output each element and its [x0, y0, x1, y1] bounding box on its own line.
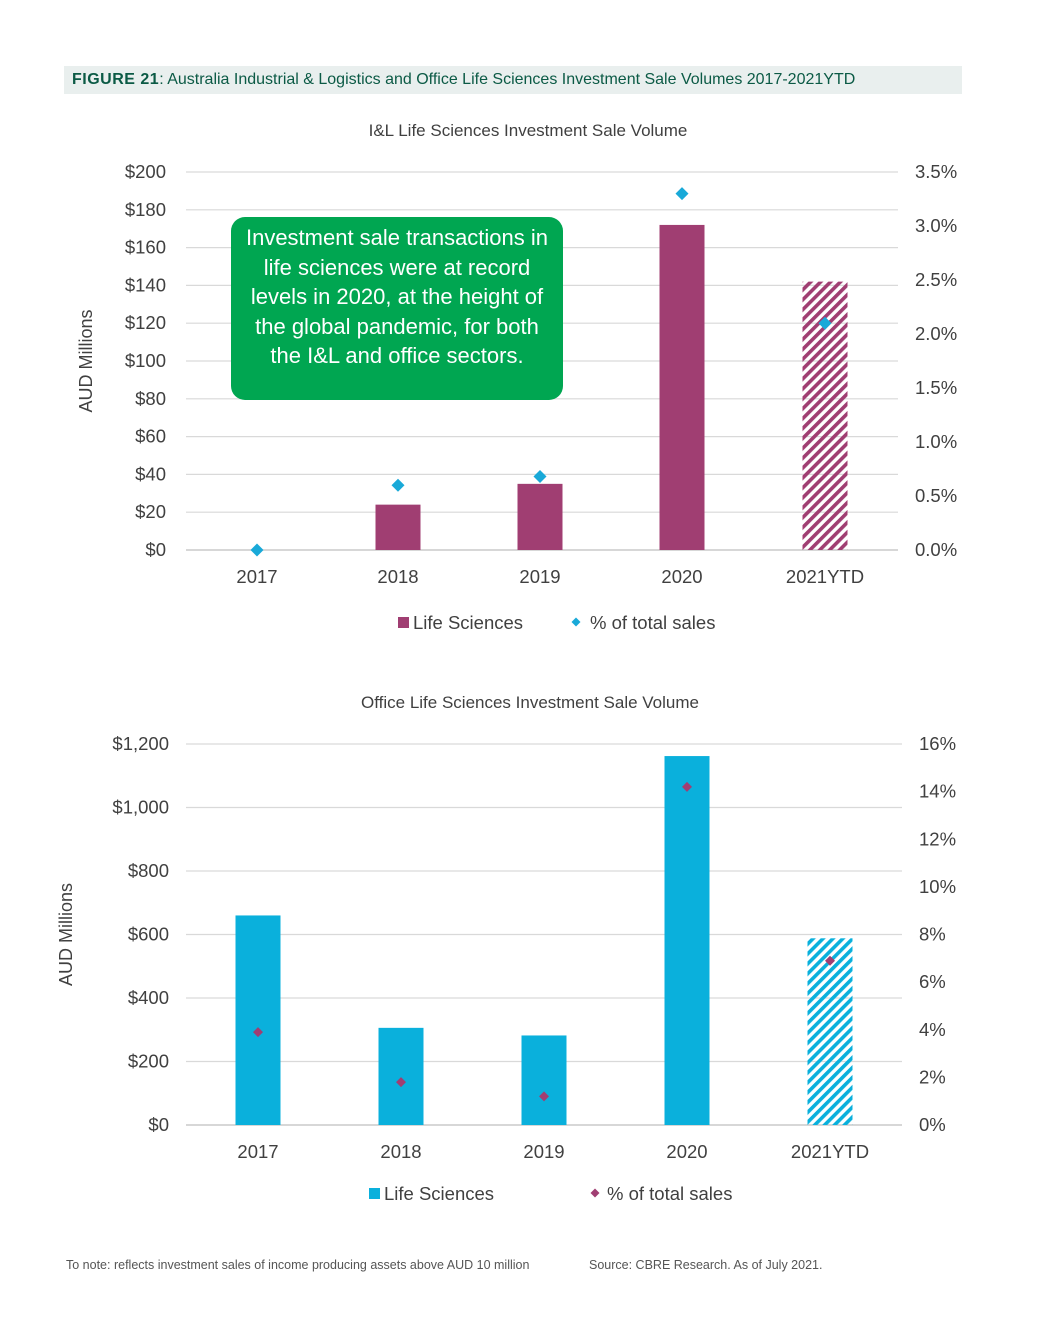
footer-note: To note: reflects investment sales of in… [66, 1258, 530, 1272]
il-y-tick-label: $160 [125, 237, 166, 258]
office-marker-2018 [396, 1077, 406, 1088]
il-marker-2020 [675, 187, 689, 201]
il-legend-label-marker: % of total sales [590, 612, 715, 633]
office-legend-label-marker: % of total sales [607, 1183, 732, 1204]
il-x-tick-label: 2019 [519, 566, 560, 587]
office-bar-2021ytd [807, 938, 853, 1125]
il-y2-tick-label: 0.5% [915, 485, 957, 506]
office-bar-2018 [378, 1027, 424, 1125]
il-chart-title: I&L Life Sciences Investment Sale Volume [369, 121, 688, 140]
office-x-tick-label: 2019 [523, 1141, 564, 1162]
figure-label: FIGURE 21 [72, 71, 160, 88]
office-y2-tick-label: 8% [919, 924, 946, 945]
office-y-axis-label: AUD Millions [56, 883, 76, 986]
office-x-tick-label: 2017 [237, 1141, 278, 1162]
office-x-tick-label: 2021YTD [791, 1141, 869, 1162]
office-y2-tick-label: 10% [919, 876, 956, 897]
office-marker-2021ytd [825, 955, 835, 966]
callout-box: Investment sale transactions in life sci… [231, 217, 563, 400]
office-bar-2019 [521, 1035, 567, 1125]
office-legend-swatch-bar [369, 1188, 380, 1199]
callout-text: Investment sale transactions in life sci… [245, 225, 549, 368]
il-y-tick-label: $40 [135, 463, 166, 484]
office-y2-tick-label: 0% [919, 1114, 946, 1135]
il-y2-tick-label: 1.0% [915, 431, 957, 452]
il-bar-2019 [517, 483, 563, 550]
office-marker-2020 [682, 781, 692, 792]
il-y-tick-label: $80 [135, 388, 166, 409]
il-chart: I&L Life Sciences Investment Sale Volume… [76, 121, 957, 633]
office-bar-2020 [664, 756, 710, 1125]
figure-header: FIGURE 21: Australia Industrial & Logist… [64, 66, 962, 94]
il-y-tick-label: $60 [135, 426, 166, 447]
il-y-tick-label: $180 [125, 199, 166, 220]
footer-source: Source: CBRE Research. As of July 2021. [589, 1258, 823, 1272]
office-y2-tick-label: 2% [919, 1066, 946, 1087]
il-y2-tick-label: 1.5% [915, 377, 957, 398]
office-chart: Office Life Sciences Investment Sale Vol… [56, 693, 956, 1204]
il-y2-tick-label: 2.0% [915, 323, 957, 344]
il-marker-2017 [250, 543, 264, 557]
il-x-tick-label: 2017 [236, 566, 277, 587]
il-x-tick-label: 2020 [661, 566, 702, 587]
il-y-tick-label: $0 [145, 539, 166, 560]
office-legend-swatch-marker [590, 1188, 600, 1198]
il-y2-tick-label: 2.5% [915, 269, 957, 290]
office-x-tick-label: 2020 [666, 1141, 707, 1162]
il-legend-label-bar: Life Sciences [413, 612, 523, 633]
office-legend-label-bar: Life Sciences [384, 1183, 494, 1204]
il-x-tick-label: 2018 [377, 566, 418, 587]
il-bar-2018 [375, 504, 421, 550]
il-y-tick-label: $100 [125, 350, 166, 371]
office-y2-tick-label: 14% [919, 781, 956, 802]
office-y-tick-label: $1,000 [112, 797, 169, 818]
il-legend-swatch-bar [398, 617, 409, 628]
office-marker-2019 [539, 1091, 549, 1102]
figure-separator: : [159, 71, 168, 88]
il-x-tick-label: 2021YTD [786, 566, 864, 587]
figure-title: Australia Industrial & Logistics and Off… [167, 71, 856, 88]
office-bar-2017 [235, 915, 281, 1125]
office-y2-tick-label: 6% [919, 971, 946, 992]
il-y2-tick-label: 3.5% [915, 161, 957, 182]
il-y-tick-label: $20 [135, 501, 166, 522]
office-marker-2017 [253, 1027, 263, 1038]
office-y2-tick-label: 4% [919, 1019, 946, 1040]
office-y-tick-label: $600 [128, 924, 169, 945]
office-y-tick-label: $200 [128, 1051, 169, 1072]
office-y2-tick-label: 16% [919, 733, 956, 754]
office-chart-title: Office Life Sciences Investment Sale Vol… [361, 693, 699, 712]
il-legend-swatch-marker [571, 617, 581, 627]
office-x-tick-label: 2018 [380, 1141, 421, 1162]
il-marker-2021ytd [818, 316, 832, 330]
il-y-axis-label: AUD Millions [76, 309, 96, 412]
il-marker-2018 [391, 478, 405, 492]
il-y-tick-label: $200 [125, 161, 166, 182]
il-y-tick-label: $120 [125, 312, 166, 333]
office-y-tick-label: $800 [128, 860, 169, 881]
il-y2-tick-label: 0.0% [915, 539, 957, 560]
il-marker-2019 [533, 470, 547, 484]
office-y-tick-label: $0 [148, 1114, 169, 1135]
il-y-tick-label: $140 [125, 274, 166, 295]
office-y-tick-label: $1,200 [112, 733, 169, 754]
office-y2-tick-label: 12% [919, 828, 956, 849]
office-y-tick-label: $400 [128, 987, 169, 1008]
il-y2-tick-label: 3.0% [915, 215, 957, 236]
il-bar-2020 [659, 224, 705, 551]
